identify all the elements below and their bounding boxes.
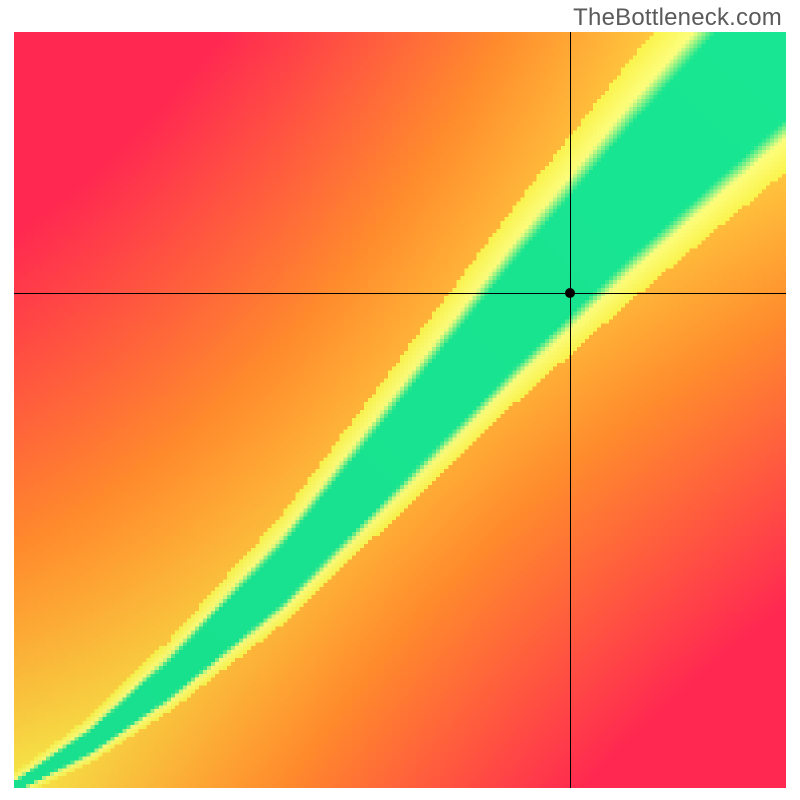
bottleneck-heatmap (14, 32, 786, 788)
crosshair-dot (565, 288, 575, 298)
watermark-text: TheBottleneck.com (573, 4, 782, 32)
chart-container: { "watermark": { "text": "TheBottleneck.… (0, 0, 800, 800)
crosshair-horizontal (14, 293, 786, 294)
crosshair-vertical (570, 32, 571, 788)
